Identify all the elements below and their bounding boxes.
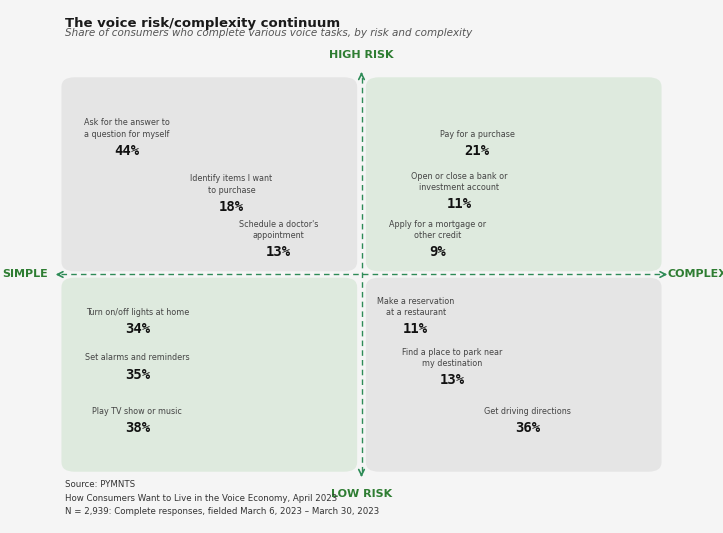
Text: 11%: 11% [403, 322, 428, 336]
Text: Identify items I want
to purchase: Identify items I want to purchase [190, 174, 273, 195]
Text: Pay for a purchase: Pay for a purchase [440, 130, 515, 139]
Text: Turn on/off lights at home: Turn on/off lights at home [86, 308, 189, 317]
Text: 11%: 11% [447, 197, 471, 211]
FancyBboxPatch shape [366, 77, 662, 271]
Text: 9%: 9% [429, 245, 446, 259]
Text: Ask for the answer to
a question for myself: Ask for the answer to a question for mys… [84, 118, 169, 139]
Text: The voice risk/complexity continuum: The voice risk/complexity continuum [65, 17, 341, 30]
Text: LOW RISK: LOW RISK [331, 489, 392, 499]
FancyBboxPatch shape [61, 278, 357, 472]
Text: SIMPLE: SIMPLE [2, 270, 48, 279]
Text: 34%: 34% [125, 322, 150, 336]
Text: 18%: 18% [219, 200, 244, 214]
Text: 44%: 44% [114, 144, 139, 158]
Text: Play TV show or music: Play TV show or music [93, 407, 182, 416]
Text: Open or close a bank or
investment account: Open or close a bank or investment accou… [411, 172, 508, 192]
Text: How Consumers Want to Live in the Voice Economy, April 2023: How Consumers Want to Live in the Voice … [65, 494, 338, 503]
Text: 36%: 36% [515, 421, 540, 435]
Text: Find a place to park near
my destination: Find a place to park near my destination [402, 348, 502, 368]
Text: HIGH RISK: HIGH RISK [329, 50, 394, 60]
Text: 35%: 35% [125, 368, 150, 382]
Text: 38%: 38% [125, 421, 150, 435]
Text: Source: PYMNTS: Source: PYMNTS [65, 480, 135, 489]
Text: 13%: 13% [440, 373, 464, 387]
FancyBboxPatch shape [61, 77, 357, 271]
Text: Apply for a mortgage or
other credit: Apply for a mortgage or other credit [389, 220, 486, 240]
Text: 21%: 21% [465, 144, 489, 158]
Text: Share of consumers who complete various voice tasks, by risk and complexity: Share of consumers who complete various … [65, 28, 472, 38]
Text: N = 2,939: Complete responses, fielded March 6, 2023 – March 30, 2023: N = 2,939: Complete responses, fielded M… [65, 507, 380, 516]
Text: Make a reservation
at a restaurant: Make a reservation at a restaurant [377, 297, 454, 317]
Text: Set alarms and reminders: Set alarms and reminders [85, 353, 189, 362]
Text: Schedule a doctor's
appointment: Schedule a doctor's appointment [239, 220, 318, 240]
FancyBboxPatch shape [366, 278, 662, 472]
Text: COMPLEX: COMPLEX [668, 270, 723, 279]
Text: 13%: 13% [266, 245, 291, 259]
Text: Get driving directions: Get driving directions [484, 407, 571, 416]
